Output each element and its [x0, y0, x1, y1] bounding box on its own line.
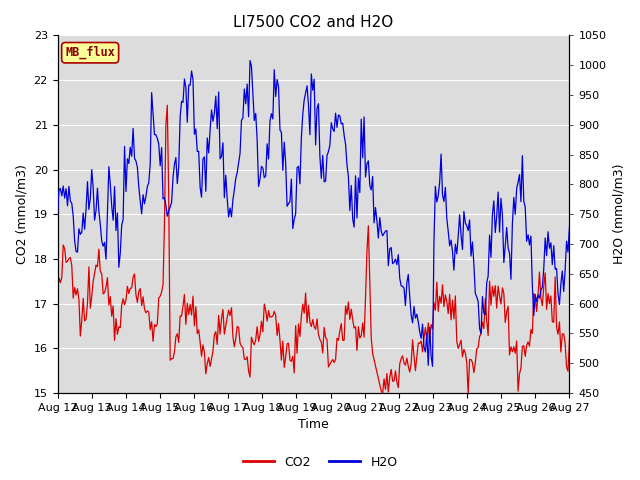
X-axis label: Time: Time: [298, 419, 329, 432]
Title: LI7500 CO2 and H2O: LI7500 CO2 and H2O: [234, 15, 394, 30]
Y-axis label: CO2 (mmol/m3): CO2 (mmol/m3): [15, 164, 28, 264]
Y-axis label: H2O (mmol/m3): H2O (mmol/m3): [612, 164, 625, 264]
Legend: CO2, H2O: CO2, H2O: [237, 451, 403, 474]
Text: MB_flux: MB_flux: [65, 46, 115, 60]
